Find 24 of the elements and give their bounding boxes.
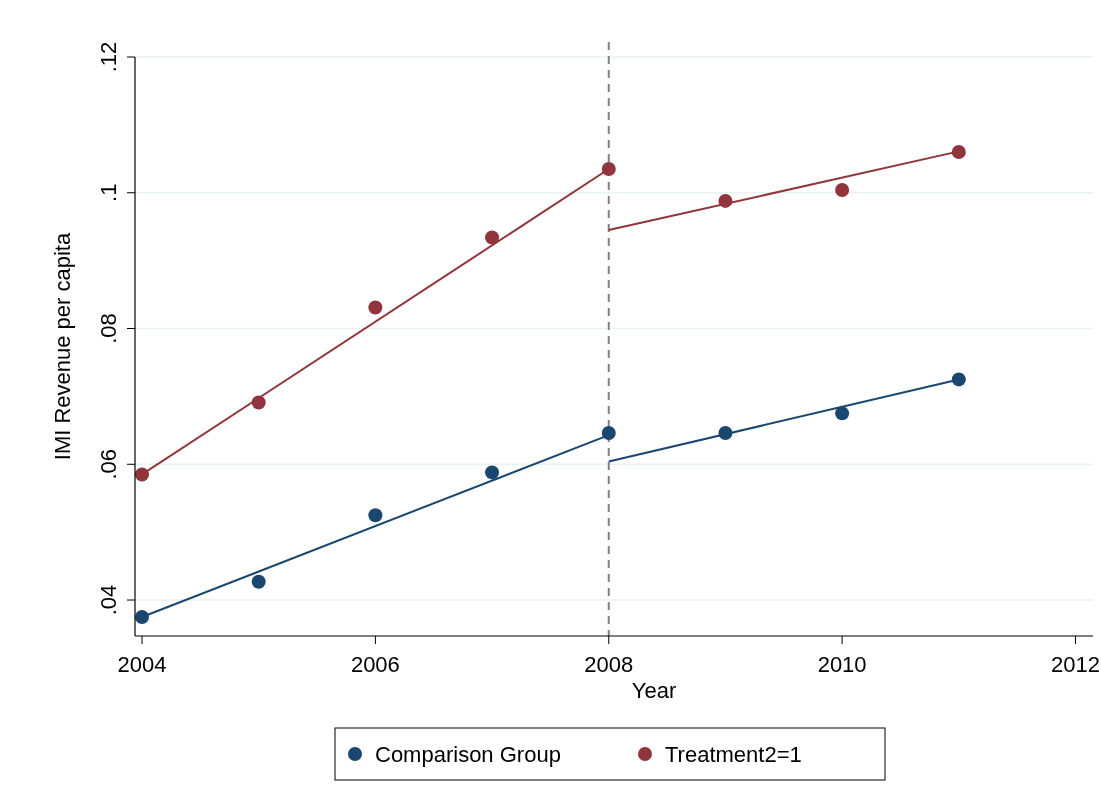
legend-label: Treatment2=1 — [665, 742, 802, 767]
y-tick-label: .08 — [96, 313, 121, 344]
point — [485, 465, 500, 480]
point — [835, 183, 850, 198]
point — [485, 230, 500, 245]
x-tick-label: 2010 — [817, 652, 867, 677]
y-tick-label: .06 — [96, 448, 121, 480]
point — [835, 406, 850, 421]
x-tick-label: 2008 — [584, 652, 634, 677]
y-tick-label: .12 — [96, 41, 121, 73]
point — [368, 508, 383, 523]
point — [251, 574, 266, 589]
y-tick-label: .1 — [96, 183, 121, 202]
y-axis-title: IMI Revenue per capita — [50, 232, 75, 461]
point — [601, 426, 616, 441]
x-tick-label: 2004 — [117, 652, 167, 677]
point — [368, 300, 383, 315]
legend-label: Comparison Group — [375, 742, 561, 767]
x-tick-label: 2012 — [1051, 652, 1100, 677]
point — [951, 145, 966, 160]
point — [601, 162, 616, 176]
x-tick-label: 2006 — [350, 652, 400, 677]
x-axis-title: Year — [631, 678, 677, 703]
y-tick-label: .04 — [96, 584, 121, 616]
